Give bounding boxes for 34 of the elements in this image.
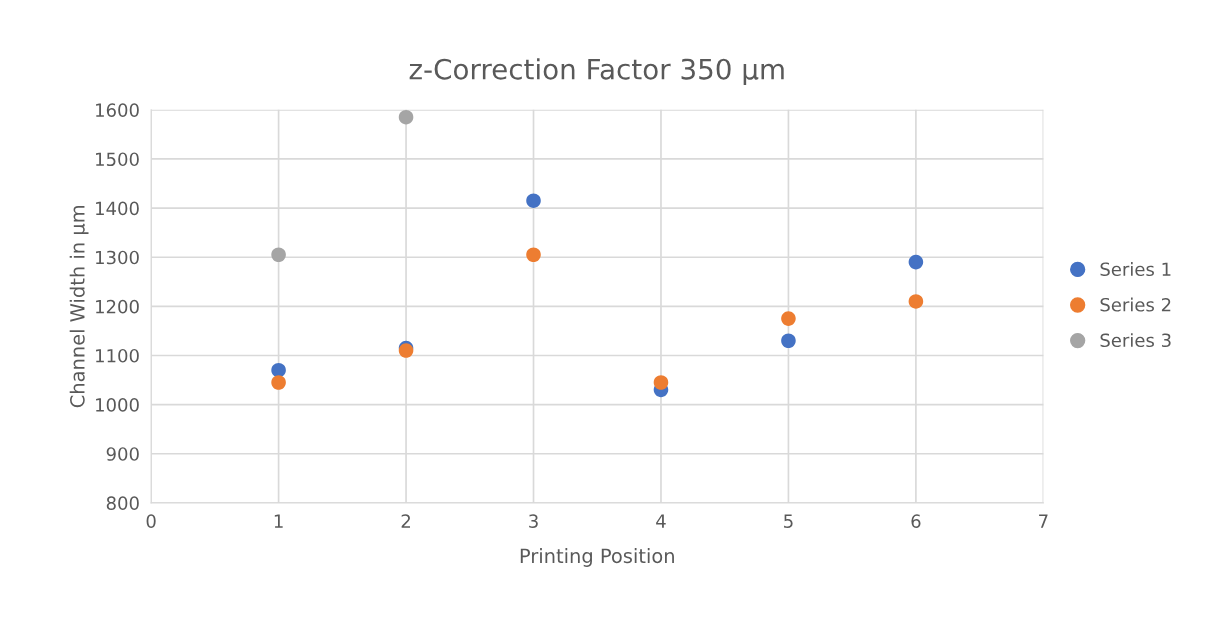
y-tick-label: 1100 [96, 348, 139, 363]
point [271, 247, 286, 263]
chart-title: z-Correction Factor 350 μm [409, 58, 784, 86]
y-tick-label: 1600 [96, 103, 139, 117]
y-tick-label: 1200 [96, 299, 139, 314]
y-axis-title: Channel Width in μm [69, 206, 89, 408]
point [653, 375, 669, 390]
x-tick-label: 0 [146, 514, 156, 528]
y-tick-label: 1500 [96, 152, 139, 167]
x-tick-label: 4 [656, 514, 666, 528]
x-tick-label: 2 [401, 514, 410, 528]
point [526, 193, 541, 208]
point [908, 294, 924, 309]
point [526, 247, 541, 263]
y-tick-label: 1000 [96, 398, 139, 412]
y-tick-label: 800 [106, 496, 139, 510]
x-tick-label: 7 [1039, 514, 1048, 528]
x-tick-label: 3 [529, 514, 538, 528]
y-tick-label: 900 [106, 447, 139, 461]
legend-label: Series 3 [1100, 333, 1171, 348]
x-tick-label: 6 [911, 514, 921, 528]
point [398, 109, 414, 125]
point [271, 375, 286, 390]
x-axis-title: Printing Position [520, 548, 674, 567]
point [781, 333, 796, 349]
y-tick-label: 1400 [96, 201, 139, 216]
x-tick-label: 1 [274, 514, 283, 528]
legend-label: Series 2 [1100, 297, 1171, 312]
point [271, 362, 286, 378]
y-tick-label: 1300 [96, 250, 139, 265]
point [908, 254, 924, 270]
point [781, 311, 796, 326]
x-tick-label: 5 [784, 514, 793, 528]
legend-label: Series 1 [1100, 262, 1171, 277]
